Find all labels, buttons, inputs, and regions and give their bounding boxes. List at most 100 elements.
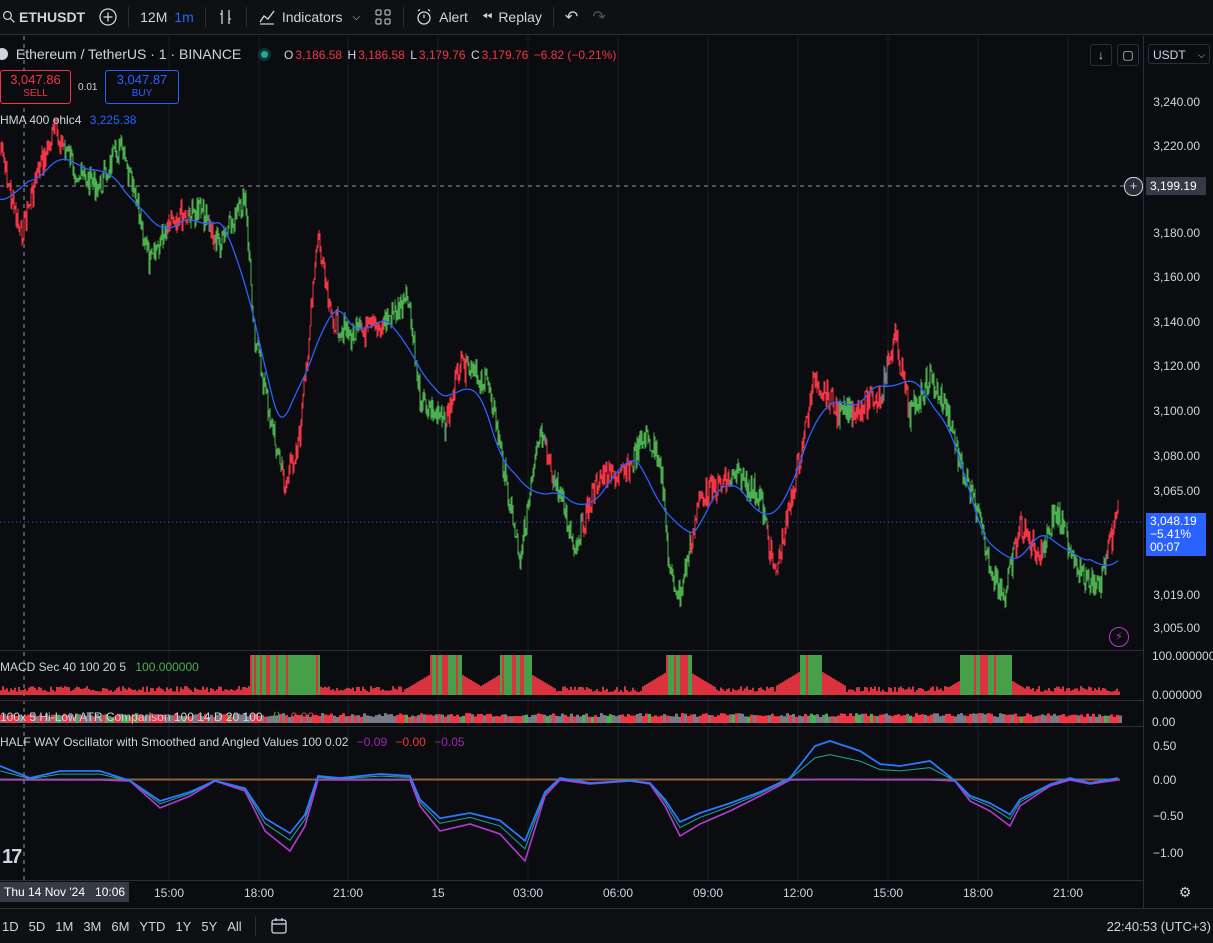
pane-divider[interactable] xyxy=(0,700,1213,701)
atr-bar xyxy=(762,715,765,723)
atr-bar xyxy=(516,716,519,723)
range-button-3m[interactable]: 3M xyxy=(83,918,102,934)
currency-label: USDT xyxy=(1153,48,1186,62)
clock-display[interactable]: 22:40:53 (UTC+3) xyxy=(1106,918,1211,934)
macd-bar xyxy=(758,688,760,695)
hma-legend[interactable]: HMA 400 ohlc4 3,225.38 xyxy=(0,113,136,127)
hma-line xyxy=(0,158,1119,566)
compare-symbol-button[interactable] xyxy=(92,0,124,34)
macd-bar xyxy=(130,688,132,695)
atr-bar xyxy=(798,715,801,723)
interval-1m-button[interactable]: 1m xyxy=(174,9,194,25)
macd-bar xyxy=(206,687,208,695)
interval-12m-button[interactable]: 12M xyxy=(140,9,168,25)
halfway-legend[interactable]: HALF WAY Oscillator with Smoothed and An… xyxy=(0,735,465,749)
replay-label: Replay xyxy=(498,9,542,25)
macd-bar xyxy=(36,689,38,695)
macd-bar xyxy=(852,689,854,695)
pane-divider[interactable] xyxy=(0,650,1213,651)
macd-bar xyxy=(30,686,32,695)
range-button-1m[interactable]: 1M xyxy=(55,918,74,934)
time-axis[interactable]: Thu 14 Nov '24 10:06 15:00 18:00 21:00 15 03… xyxy=(0,880,1143,906)
macd-bar xyxy=(484,683,486,695)
atr-bar xyxy=(162,714,165,723)
undo-button[interactable]: ↶ xyxy=(558,0,585,34)
macd-bar xyxy=(362,686,364,695)
macd-bar xyxy=(190,690,192,695)
symbol-legend[interactable]: Ethereum / TetherUS · 1 · BINANCE O 3,186… xyxy=(0,46,618,62)
macd-bar xyxy=(762,689,764,695)
layouts-button[interactable] xyxy=(367,0,399,34)
range-button-5d[interactable]: 5D xyxy=(28,918,46,934)
macd-bar xyxy=(1050,690,1052,695)
atr-bar xyxy=(828,716,831,723)
buy-button[interactable]: 3,047.87 BUY xyxy=(105,70,179,104)
range-button-5y[interactable]: 5Y xyxy=(201,918,218,934)
chart-canvas[interactable] xyxy=(0,36,1143,908)
tradingview-logo[interactable]: 17 xyxy=(2,846,22,868)
redo-button[interactable]: ↷ xyxy=(585,0,612,34)
range-button-all[interactable]: All xyxy=(227,918,242,934)
macd-bar xyxy=(82,688,84,695)
halfway-value-1: −0.09 xyxy=(356,735,388,749)
atr-bar xyxy=(255,713,258,723)
macd-bar xyxy=(768,688,770,695)
market-status-icon[interactable] xyxy=(261,51,269,58)
add-alert-crosshair-button[interactable]: + xyxy=(1124,177,1143,196)
atr-bar xyxy=(879,714,882,723)
atr-bar xyxy=(177,715,180,723)
macd-bar xyxy=(714,686,716,695)
atr-bar xyxy=(639,713,642,723)
atr-bar xyxy=(924,714,927,723)
atr-legend[interactable]: 100x 5 Hi-Low ATR Comparison 100 14 D 20… xyxy=(0,710,314,724)
macd-bar xyxy=(62,687,64,695)
macd-bar xyxy=(1024,688,1026,695)
macd-bar xyxy=(118,686,120,695)
atr-bar xyxy=(513,715,516,723)
atr-bar xyxy=(720,713,723,723)
macd-legend[interactable]: MACD Sec 40 100 20 5 100.000000 xyxy=(0,660,199,674)
atr-diamond-icon: ⟨⟩ xyxy=(271,710,282,724)
macd-bar xyxy=(366,690,368,695)
indicators-button[interactable]: Indicators ⌵ xyxy=(251,0,367,34)
macd-bar xyxy=(724,691,726,695)
date-range-button[interactable] xyxy=(270,917,288,935)
macd-bar xyxy=(1042,691,1044,695)
alert-button[interactable]: Alert xyxy=(408,0,475,34)
time-axis-settings-button[interactable]: ⚙ xyxy=(1176,884,1194,902)
atr-bar xyxy=(1011,714,1014,723)
range-button-1d[interactable]: 1D xyxy=(2,918,19,934)
scroll-to-realtime-button[interactable]: ↓ xyxy=(1090,44,1112,66)
atr-bar xyxy=(507,716,510,723)
replay-button[interactable]: ⏪︎ Replay xyxy=(475,0,549,34)
atr-bar xyxy=(942,715,945,723)
atr-bar xyxy=(609,714,612,723)
chart-area[interactable] xyxy=(0,36,1143,908)
currency-selector[interactable]: USDT ⌵ xyxy=(1148,44,1210,64)
fullscreen-button[interactable]: ▢ xyxy=(1117,44,1139,66)
atr-bar xyxy=(645,713,648,723)
macd-bar xyxy=(876,690,878,695)
atr-bar xyxy=(195,714,198,723)
lightning-icon[interactable]: ⚡ xyxy=(1109,627,1129,647)
pane-divider[interactable] xyxy=(0,726,1213,727)
atr-bar xyxy=(333,715,336,723)
time-tick-label: 12:00 xyxy=(782,886,814,900)
macd-bar xyxy=(682,655,684,695)
symbol-search-button[interactable]: ETHUSDT xyxy=(0,0,92,34)
macd-bar xyxy=(816,655,818,695)
macd-bar xyxy=(886,691,888,695)
range-button-1y[interactable]: 1Y xyxy=(175,918,192,934)
macd-bar xyxy=(302,655,304,695)
macd-bar xyxy=(394,688,396,695)
oscillator-scale-label: 0.50 xyxy=(1153,739,1177,753)
chart-type-button[interactable] xyxy=(210,0,242,34)
macd-bar xyxy=(628,691,630,695)
macd-bar xyxy=(182,689,184,695)
range-button-6m[interactable]: 6M xyxy=(111,918,130,934)
macd-bar xyxy=(1040,691,1042,695)
range-button-ytd[interactable]: YTD xyxy=(139,918,166,934)
atr-title: 100x 5 Hi-Low ATR Comparison 100 14 D 20… xyxy=(0,710,263,724)
sell-button[interactable]: 3,047.86 SELL xyxy=(0,70,71,104)
atr-bar xyxy=(885,713,888,723)
